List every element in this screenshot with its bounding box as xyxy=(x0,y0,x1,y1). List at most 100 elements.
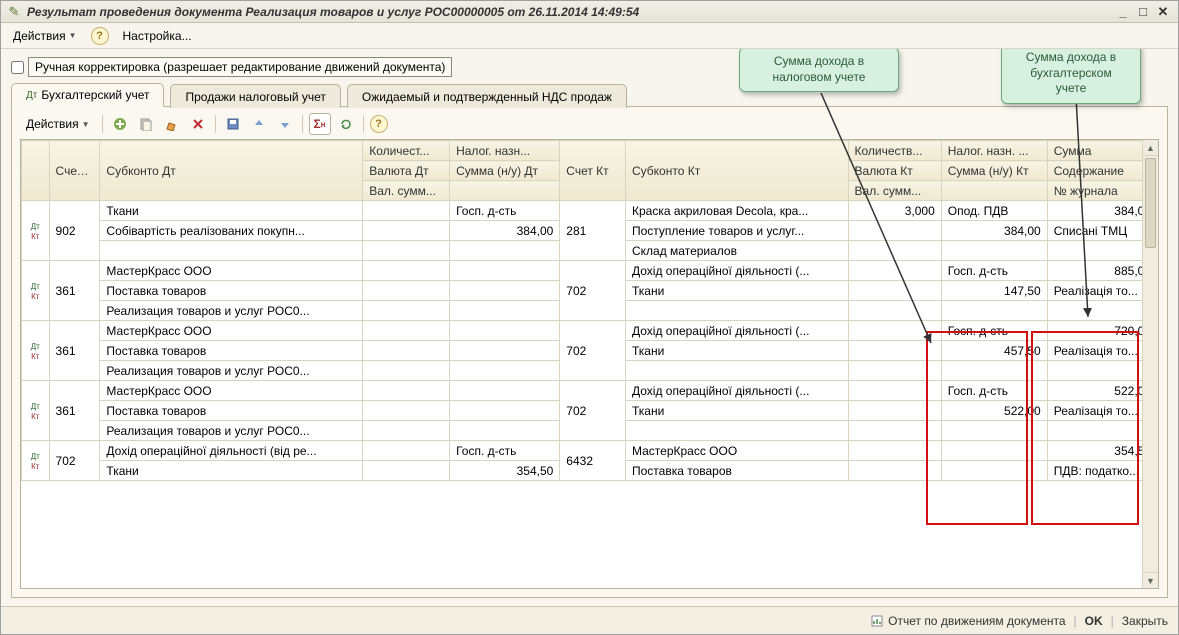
copy-button[interactable] xyxy=(135,113,157,135)
col-acct-kt[interactable]: Счет Кт xyxy=(560,141,626,201)
save-button[interactable] xyxy=(222,113,244,135)
cell-sub-kt: Ткани xyxy=(625,341,848,361)
col-mark[interactable] xyxy=(22,141,50,201)
edit-button[interactable] xyxy=(161,113,183,135)
col-sum-nu-kt[interactable]: Сумма (н/у) Кт xyxy=(941,161,1047,181)
window-root: ✎ Результат проведения документа Реализа… xyxy=(0,0,1179,635)
grid-actions-menu[interactable]: Действия ▼ xyxy=(20,114,96,134)
cell-empty xyxy=(848,301,941,321)
grid-container: Счет Дт Субконто Дт Количест... Налог. н… xyxy=(20,139,1159,589)
col-sub-kt[interactable]: Субконто Кт xyxy=(625,141,848,201)
cell-sum: Реалізація то... xyxy=(1047,281,1157,301)
cell-tax-dt xyxy=(450,401,560,421)
col-valsum-kt[interactable]: Вал. сумм... xyxy=(848,181,941,201)
table-row[interactable]: ДтКт 902 Ткани Госп. д-сть 281 Краска ак… xyxy=(22,201,1158,221)
tab-vat[interactable]: Ожидаемый и подтвержденный НДС продаж xyxy=(347,84,627,108)
manual-correction-label: Ручная корректировка (разрешает редактир… xyxy=(28,57,452,77)
cell-qty-dt xyxy=(363,381,450,401)
cell-tax-kt xyxy=(941,301,1047,321)
scroll-up-button[interactable]: ▲ xyxy=(1143,140,1158,156)
cell-tax-kt xyxy=(941,361,1047,381)
maximize-button[interactable]: □ xyxy=(1134,4,1152,20)
report-icon xyxy=(870,614,884,628)
add-button[interactable] xyxy=(109,113,131,135)
minimize-button[interactable]: _ xyxy=(1114,4,1132,20)
tab-tax-sales[interactable]: Продажи налоговый учет xyxy=(170,84,340,108)
cell-sub-dt: Поставка товаров xyxy=(100,341,363,361)
table-row[interactable]: ДтКт 361 МастерКрасс ООО 702 Дохід опера… xyxy=(22,321,1158,341)
col-sum[interactable]: Сумма xyxy=(1047,141,1157,161)
ok-button[interactable]: OK xyxy=(1085,614,1103,628)
help-icon[interactable]: ? xyxy=(91,27,109,45)
manual-correction-checkbox[interactable] xyxy=(11,61,24,74)
menu-actions[interactable]: Действия ▼ xyxy=(7,26,83,46)
delete-button[interactable] xyxy=(187,113,209,135)
cell-tax-dt xyxy=(450,341,560,361)
tab-accounting-icon: Дт xyxy=(26,90,37,101)
cell-qty-kt xyxy=(848,261,941,281)
sum-button[interactable]: Σн xyxy=(309,113,331,135)
cell-sub-dt: Реализация товаров и услуг РОС0... xyxy=(100,361,363,381)
cell-empty xyxy=(848,421,941,441)
tab-accounting[interactable]: Дт Бухгалтерский учет xyxy=(11,83,164,107)
movements-report-link[interactable]: Отчет по движениям документа xyxy=(870,614,1065,628)
row-marker: ДтКт xyxy=(22,201,50,261)
separator xyxy=(215,115,216,133)
callout-accounting-income-text: Сумма дохода в бухгалтерском учете xyxy=(1026,50,1116,95)
cell-qty-kt xyxy=(848,321,941,341)
table-row[interactable]: ДтКт 361 МастерКрасс ООО 702 Дохід опера… xyxy=(22,381,1158,401)
cell-sum: 384,00 xyxy=(1047,201,1157,221)
cell-sum: 522,00 xyxy=(1047,381,1157,401)
vertical-scrollbar[interactable]: ▲ ▼ xyxy=(1142,140,1158,588)
cell-tax-dt: Госп. д-сть xyxy=(450,441,560,461)
cell-tax-dt xyxy=(450,361,560,381)
cell-sub-dt: МастерКрасс ООО xyxy=(100,261,363,281)
refresh-button[interactable] xyxy=(335,113,357,135)
cell-tax-dt xyxy=(450,301,560,321)
close-button[interactable]: ✕ xyxy=(1154,4,1172,20)
cell-sub-kt: Дохід операційної діяльності (... xyxy=(625,381,848,401)
cell-qty-dt xyxy=(363,201,450,221)
col-tax-kt[interactable]: Налог. назн. ... xyxy=(941,141,1047,161)
separator xyxy=(302,115,303,133)
col-qty-dt[interactable]: Количест... xyxy=(363,141,450,161)
col-sum-nu-dt[interactable]: Сумма (н/у) Дт xyxy=(450,161,560,181)
col-journal[interactable]: № журнала xyxy=(1047,181,1157,201)
col-valsum-dt[interactable]: Вал. сумм... xyxy=(363,181,450,201)
app-icon: ✎ xyxy=(7,5,21,19)
col-acct-dt[interactable]: Счет Дт xyxy=(49,141,100,201)
table-row[interactable]: ДтКт 702 Дохід операційної діяльності (в… xyxy=(22,441,1158,461)
col-qty-kt[interactable]: Количеств... xyxy=(848,141,941,161)
window-controls: _ □ ✕ xyxy=(1114,4,1172,20)
cell-empty xyxy=(848,341,941,361)
col-currency-dt[interactable]: Валюта Дт xyxy=(363,161,450,181)
col-content[interactable]: Содержание xyxy=(1047,161,1157,181)
scroll-down-button[interactable]: ▼ xyxy=(1143,572,1158,588)
col-currency-kt[interactable]: Валюта Кт xyxy=(848,161,941,181)
move-down-button[interactable] xyxy=(274,113,296,135)
col-sub-dt[interactable]: Субконто Дт xyxy=(100,141,363,201)
chevron-down-icon: ▼ xyxy=(82,120,90,129)
move-up-button[interactable] xyxy=(248,113,270,135)
cell-sub-kt xyxy=(625,301,848,321)
grid-toolbar: Действия ▼ Σн ? xyxy=(20,113,1159,135)
separator xyxy=(363,115,364,133)
separator: | xyxy=(1111,614,1114,628)
menu-actions-label: Действия xyxy=(13,29,66,43)
col-tax-dt[interactable]: Налог. назн... xyxy=(450,141,560,161)
cell-tax-kt xyxy=(941,461,1047,481)
help-icon[interactable]: ? xyxy=(370,115,388,133)
scroll-thumb[interactable] xyxy=(1145,158,1156,248)
cell-tax-kt: Опод. ПДВ xyxy=(941,201,1047,221)
accounting-grid: Счет Дт Субконто Дт Количест... Налог. н… xyxy=(21,140,1158,481)
cell-empty xyxy=(848,461,941,481)
callout-accounting-income: Сумма дохода в бухгалтерском учете xyxy=(1001,49,1141,104)
cell-acct-kt: 702 xyxy=(560,381,626,441)
close-link[interactable]: Закрыть xyxy=(1122,614,1168,628)
cell-sub-kt: МастерКрасс ООО xyxy=(625,441,848,461)
cell-sub-dt: Реализация товаров и услуг РОС0... xyxy=(100,301,363,321)
cell-tax-dt: 354,50 xyxy=(450,461,560,481)
manual-correction-row: Ручная корректировка (разрешает редактир… xyxy=(11,57,1168,77)
table-row[interactable]: ДтКт 361 МастерКрасс ООО 702 Дохід опера… xyxy=(22,261,1158,281)
menu-settings[interactable]: Настройка... xyxy=(117,26,198,46)
